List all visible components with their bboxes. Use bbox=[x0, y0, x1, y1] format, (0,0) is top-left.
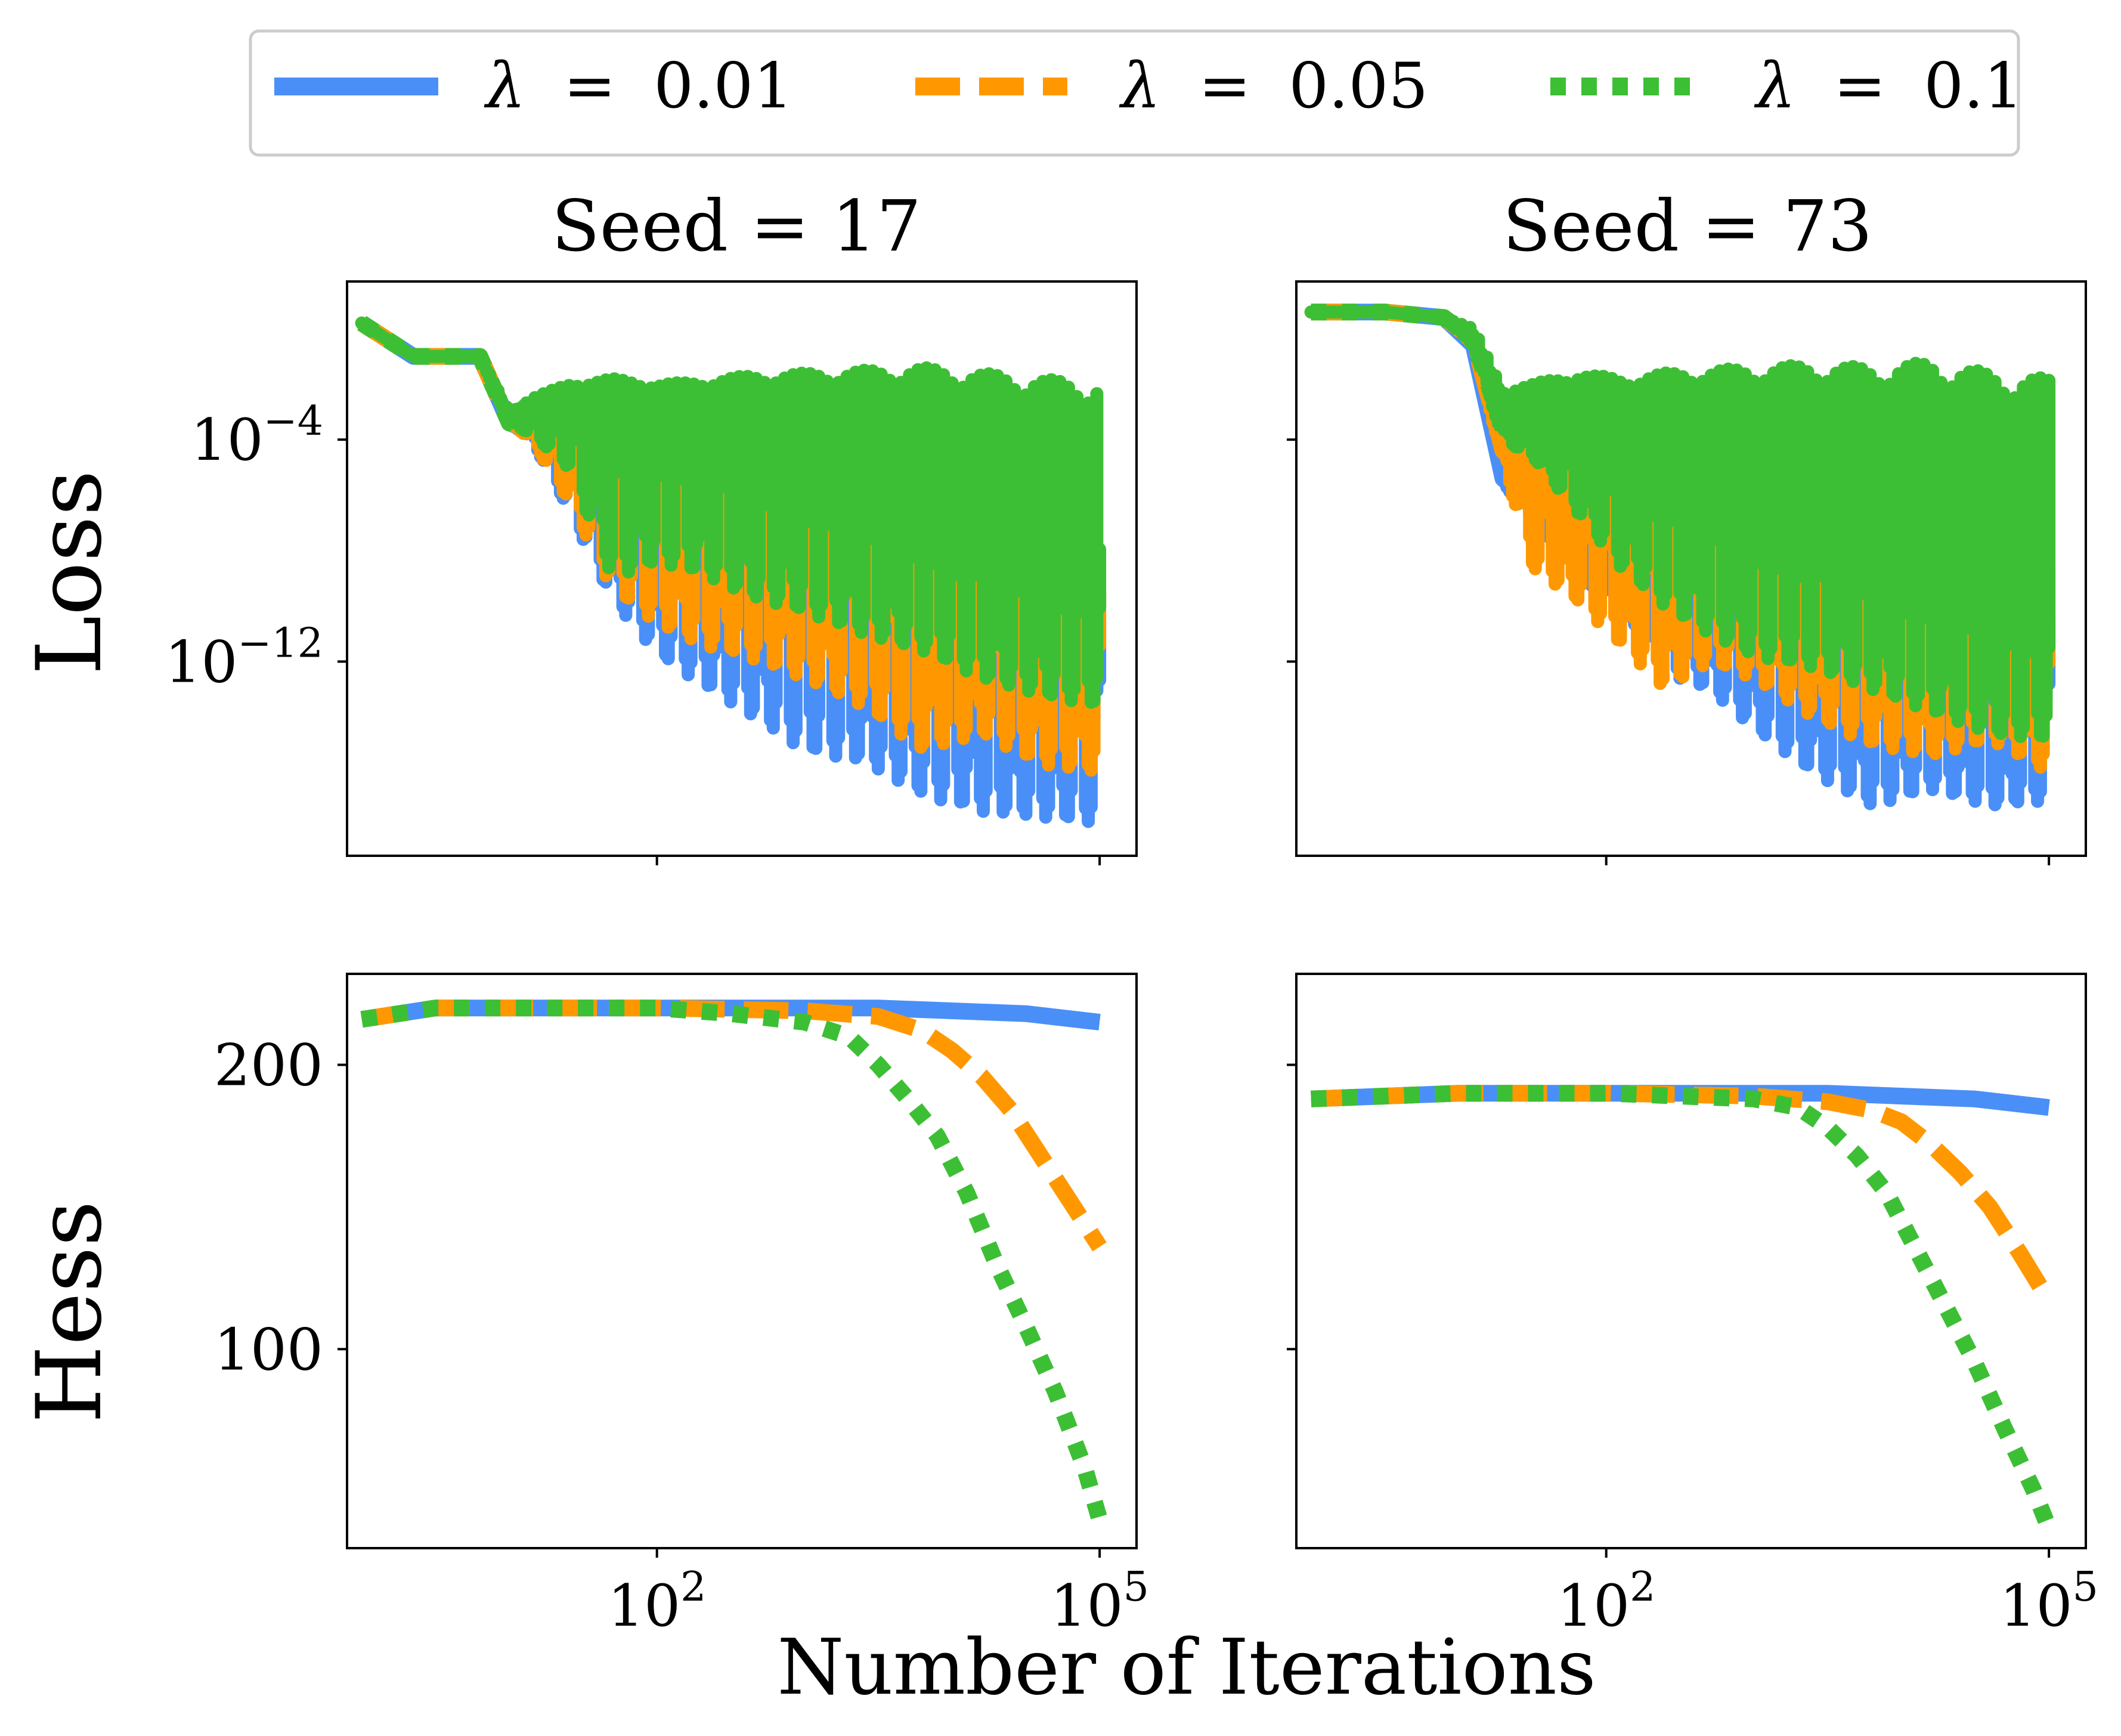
y-tick-exponent: −12 bbox=[237, 620, 323, 667]
series-line bbox=[357, 316, 1103, 586]
x-tick-exponent: 5 bbox=[1123, 1564, 1149, 1611]
y-tick-base: 10 bbox=[191, 407, 264, 474]
x-tick-label: 105 bbox=[1999, 1564, 2098, 1639]
axes-frame bbox=[346, 280, 1138, 857]
legend-value: 0.01 bbox=[654, 49, 793, 122]
x-tick-exponent: 2 bbox=[680, 1564, 706, 1611]
x-tick-exponent: 2 bbox=[1630, 1564, 1655, 1611]
y-tick-exponent: −4 bbox=[264, 398, 323, 445]
legend-frame bbox=[249, 29, 2020, 157]
x-tick-base: 10 bbox=[1999, 1573, 2072, 1639]
legend-label: λ = 0.1 bbox=[1754, 49, 2023, 122]
x-tick-label: 105 bbox=[1050, 1564, 1148, 1639]
x-tick-base: 10 bbox=[1557, 1573, 1630, 1639]
series-line bbox=[360, 999, 1108, 1523]
panel-loss-seed-17: 10−410−12 bbox=[165, 280, 1138, 865]
y-tick-label: 10−12 bbox=[165, 620, 323, 695]
y-tick-label: 10−4 bbox=[191, 398, 323, 474]
legend-item-lambda-0.1: λ = 0.1 bbox=[1550, 49, 2023, 122]
series-line bbox=[1311, 1085, 2057, 1531]
legend-item-lambda-0.01: λ = 0.01 bbox=[274, 49, 793, 122]
series-line bbox=[360, 999, 1101, 1031]
legend-equals: = bbox=[563, 49, 616, 122]
row-label-loss: Loss bbox=[18, 470, 122, 675]
row-label-hess: Hess bbox=[18, 1200, 122, 1424]
legend-value: 0.05 bbox=[1289, 49, 1428, 122]
x-tick-label: 102 bbox=[1557, 1564, 1655, 1639]
series-dashed bbox=[1311, 1085, 2057, 1305]
legend-lambda-symbol: λ bbox=[1754, 49, 1796, 122]
y-tick-base: 10 bbox=[165, 629, 237, 695]
plot-area bbox=[360, 999, 1108, 1523]
axes-frame bbox=[346, 973, 1138, 1549]
x-axis-label: Number of Iterations bbox=[777, 1623, 1596, 1712]
series-line bbox=[1311, 1085, 2050, 1116]
legend-value: 0.1 bbox=[1924, 49, 2023, 122]
legend-lambda-symbol: λ bbox=[1119, 49, 1161, 122]
series-line bbox=[360, 999, 1107, 1252]
panel-hess-seed-73: 102 105 bbox=[1287, 973, 2098, 1639]
series-solid bbox=[360, 999, 1101, 1031]
plot-area bbox=[1311, 1085, 2057, 1531]
axes-frame bbox=[1295, 280, 2087, 857]
y-tick-label: 200 bbox=[214, 1032, 323, 1099]
series-line bbox=[1311, 1085, 2057, 1305]
plot-area bbox=[1304, 304, 2056, 812]
legend-equals: = bbox=[1834, 49, 1886, 122]
plot-area bbox=[355, 316, 1107, 828]
x-tick-base: 10 bbox=[1050, 1573, 1123, 1639]
legend-label: λ = 0.05 bbox=[1119, 49, 1428, 122]
x-tick-label: 102 bbox=[608, 1564, 706, 1639]
legend-item-lambda-0.05: λ = 0.05 bbox=[915, 49, 1428, 122]
panel-title-seed-73: Seed = 73 bbox=[1503, 185, 1872, 267]
series-solid bbox=[1311, 1085, 2050, 1116]
axes-frame bbox=[1295, 973, 2087, 1549]
panel-loss-seed-73 bbox=[1287, 280, 2087, 865]
series-dashed bbox=[360, 999, 1107, 1252]
x-tick-exponent: 5 bbox=[2073, 1564, 2098, 1611]
legend-label: λ = 0.01 bbox=[484, 49, 793, 122]
x-tick-base: 10 bbox=[608, 1573, 680, 1639]
series-dotted bbox=[1311, 1085, 2057, 1531]
series-dotted bbox=[360, 999, 1108, 1523]
series-dotted bbox=[1304, 304, 2056, 743]
panel-title-seed-17: Seed = 17 bbox=[552, 185, 921, 267]
y-tick-label: 100 bbox=[214, 1316, 323, 1383]
series-dotted bbox=[355, 316, 1107, 709]
legend-lambda-symbol: λ bbox=[484, 49, 526, 122]
series-line bbox=[1311, 304, 2052, 626]
legend-equals: = bbox=[1199, 49, 1251, 122]
legend: λ = 0.01 λ = 0.05 λ = 0.1 bbox=[249, 29, 2023, 157]
